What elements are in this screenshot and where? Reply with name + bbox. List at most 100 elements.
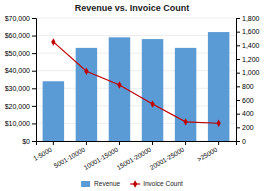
tick-mark xyxy=(53,141,54,145)
legend-marker xyxy=(133,180,137,187)
tick-mark xyxy=(32,88,36,89)
tick: 1,000 xyxy=(236,69,260,76)
grid-line xyxy=(36,35,236,36)
tick-mark xyxy=(32,36,36,37)
tick: $50,000 xyxy=(5,50,36,57)
tick-mark xyxy=(236,73,240,74)
chart: $0 $10,000 $20,000 $30,000 $40,000 $50,000 $60… xyxy=(0,0,264,191)
grid-line xyxy=(36,88,236,89)
tick-label: $60,000 xyxy=(5,32,30,39)
tick-mark xyxy=(236,127,240,128)
tick-label: 800 xyxy=(242,83,254,90)
legend-label: Invoice Count xyxy=(143,180,183,187)
tick-mark xyxy=(32,123,36,124)
tick: $20,000 xyxy=(5,103,36,110)
bar xyxy=(76,48,97,141)
tick-label: 1,000 xyxy=(242,69,260,76)
marker xyxy=(51,38,55,45)
plot-area: $0 $10,000 $20,000 $30,000 $40,000 $50,000 $60… xyxy=(5,15,260,171)
tick-label: 1-5000 xyxy=(32,146,53,162)
tick-label: 5001-10000 xyxy=(52,146,86,170)
tick-mark xyxy=(236,100,240,101)
grid-line xyxy=(36,70,236,71)
tick-label: 1,400 xyxy=(242,42,260,49)
tick-mark xyxy=(236,45,240,46)
tick-label: $40,000 xyxy=(5,67,30,74)
axis-line xyxy=(37,142,237,146)
axis-line xyxy=(32,19,37,142)
line xyxy=(53,42,218,123)
tick-label: 1,600 xyxy=(242,28,260,35)
line-series xyxy=(51,38,221,127)
tick: 600 xyxy=(236,97,254,104)
tick: 20001-25000 xyxy=(149,141,186,171)
tick-mark xyxy=(236,18,240,19)
x-axis: 1-50005001-1000010001-1500015001-2000020… xyxy=(32,141,237,171)
tick-label: >25000 xyxy=(196,146,219,163)
tick-label: 200 xyxy=(242,124,254,131)
tick: 1,400 xyxy=(236,42,260,49)
tick: $40,000 xyxy=(5,67,36,74)
tick-mark xyxy=(32,18,36,19)
tick-mark xyxy=(236,86,240,87)
marker xyxy=(117,81,121,88)
tick: 1-5000 xyxy=(32,141,53,162)
tick: 0 xyxy=(236,138,246,145)
tick-mark xyxy=(236,114,240,115)
tick-label: $30,000 xyxy=(5,85,30,92)
tick-label: 400 xyxy=(242,110,254,117)
tick-mark xyxy=(32,141,36,142)
title: Revenue vs. Invoice Count xyxy=(75,3,190,13)
tick-label: $50,000 xyxy=(5,50,30,57)
tick: >25000 xyxy=(196,141,219,163)
bar xyxy=(142,39,163,141)
tick-mark xyxy=(185,141,186,145)
tick-label: 15001-20000 xyxy=(115,146,152,171)
tick-label: 1,200 xyxy=(242,56,260,63)
tick-label: 1,800 xyxy=(242,15,260,22)
tick: 15001-20000 xyxy=(115,141,152,171)
bar-series xyxy=(43,32,230,141)
tick: $70,000 xyxy=(5,15,36,22)
axis-line xyxy=(237,19,241,142)
tick: 1,800 xyxy=(236,15,260,22)
grid xyxy=(36,18,236,141)
tick-mark xyxy=(218,141,219,145)
bar xyxy=(208,32,229,141)
bar xyxy=(43,81,64,141)
legend-label: Revenue xyxy=(94,180,120,187)
tick: 800 xyxy=(236,83,254,90)
tick-mark xyxy=(32,106,36,107)
tick-label: 600 xyxy=(242,97,254,104)
tick-mark xyxy=(119,141,120,145)
tick-label: 20001-25000 xyxy=(149,146,186,171)
tick: 1,600 xyxy=(236,28,260,35)
grid-line xyxy=(36,18,236,19)
marker xyxy=(84,68,88,75)
tick: $30,000 xyxy=(5,85,36,92)
tick: $0 xyxy=(22,138,36,145)
bar xyxy=(175,48,196,141)
tick-label: $20,000 xyxy=(5,103,30,110)
tick: 200 xyxy=(236,124,254,131)
tick: $60,000 xyxy=(5,32,36,39)
tick-mark xyxy=(32,71,36,72)
legend-item: Invoice Count xyxy=(130,180,183,187)
tick-label: $70,000 xyxy=(5,15,30,22)
tick-mark xyxy=(236,32,240,33)
y-axis: $0 $10,000 $20,000 $30,000 $40,000 $50,000 $60… xyxy=(5,15,37,145)
tick: 10001-15000 xyxy=(82,141,119,171)
tick-mark xyxy=(152,141,153,145)
tick: $10,000 xyxy=(5,120,36,127)
y2-axis: 0 200 400 600 800 1,000 1,200 1,400 1,600 1,800 xyxy=(236,15,260,145)
legend-item: Revenue xyxy=(81,180,120,187)
marks xyxy=(43,32,230,141)
grid-line xyxy=(36,105,236,106)
marker xyxy=(216,120,220,127)
tick-label: $0 xyxy=(22,138,30,145)
tick-label: 10001-15000 xyxy=(82,146,119,171)
tick-mark xyxy=(236,59,240,60)
tick: 400 xyxy=(236,110,254,117)
marker xyxy=(150,100,154,107)
tick: 1,200 xyxy=(236,56,260,63)
